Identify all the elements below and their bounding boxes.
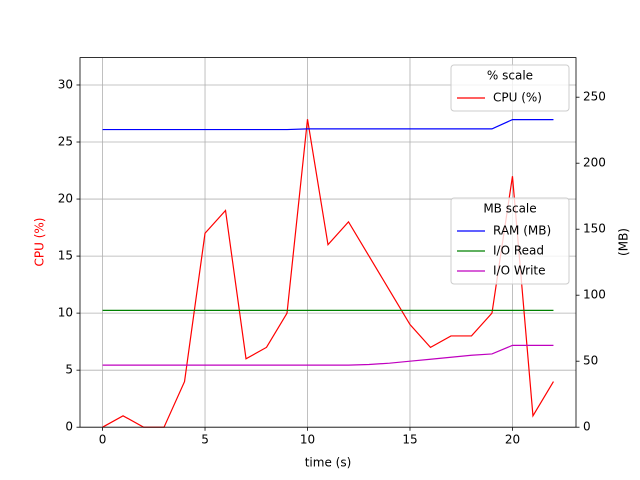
legend-box xyxy=(450,197,570,285)
x-tick-label: 15 xyxy=(402,433,417,447)
y2-tick-label: 0 xyxy=(583,420,591,434)
y-tick-label: 30 xyxy=(58,77,73,91)
x-tick-label: 10 xyxy=(300,433,315,447)
legend-label: CPU (%) xyxy=(493,91,542,105)
data-line xyxy=(102,119,554,131)
x-axis-label: time (s) xyxy=(305,456,352,470)
y-tick-label: 5 xyxy=(65,363,73,377)
y2-axis-label: (MB) xyxy=(617,228,631,256)
legend-label: RAM (MB) xyxy=(493,224,551,238)
y-axis-label: CPU (%) xyxy=(33,218,47,267)
plot-frame xyxy=(79,57,577,428)
legend-box xyxy=(450,64,570,112)
y2-tick-label: 150 xyxy=(583,222,606,236)
y2-tick-label: 200 xyxy=(583,156,606,170)
y2-tick-label: 50 xyxy=(583,354,598,368)
data-line xyxy=(102,119,554,428)
legend-title: % scale xyxy=(487,69,533,83)
x-tick-label: 5 xyxy=(201,433,209,447)
x-tick-label: 0 xyxy=(99,433,107,447)
x-tick-label: 20 xyxy=(505,433,520,447)
y-tick-label: 0 xyxy=(65,420,73,434)
data-line xyxy=(102,344,554,366)
y-tick-label: 10 xyxy=(58,306,73,320)
y-tick-label: 25 xyxy=(58,135,73,149)
legend-label: I/O Write xyxy=(493,264,546,278)
y2-tick-label: 250 xyxy=(583,90,606,104)
y-tick-label: 15 xyxy=(58,249,73,263)
y-tick-label: 20 xyxy=(58,192,73,206)
y2-tick-label: 100 xyxy=(583,288,606,302)
legend-title: MB scale xyxy=(483,202,536,216)
legend-label: I/O Read xyxy=(493,244,544,258)
